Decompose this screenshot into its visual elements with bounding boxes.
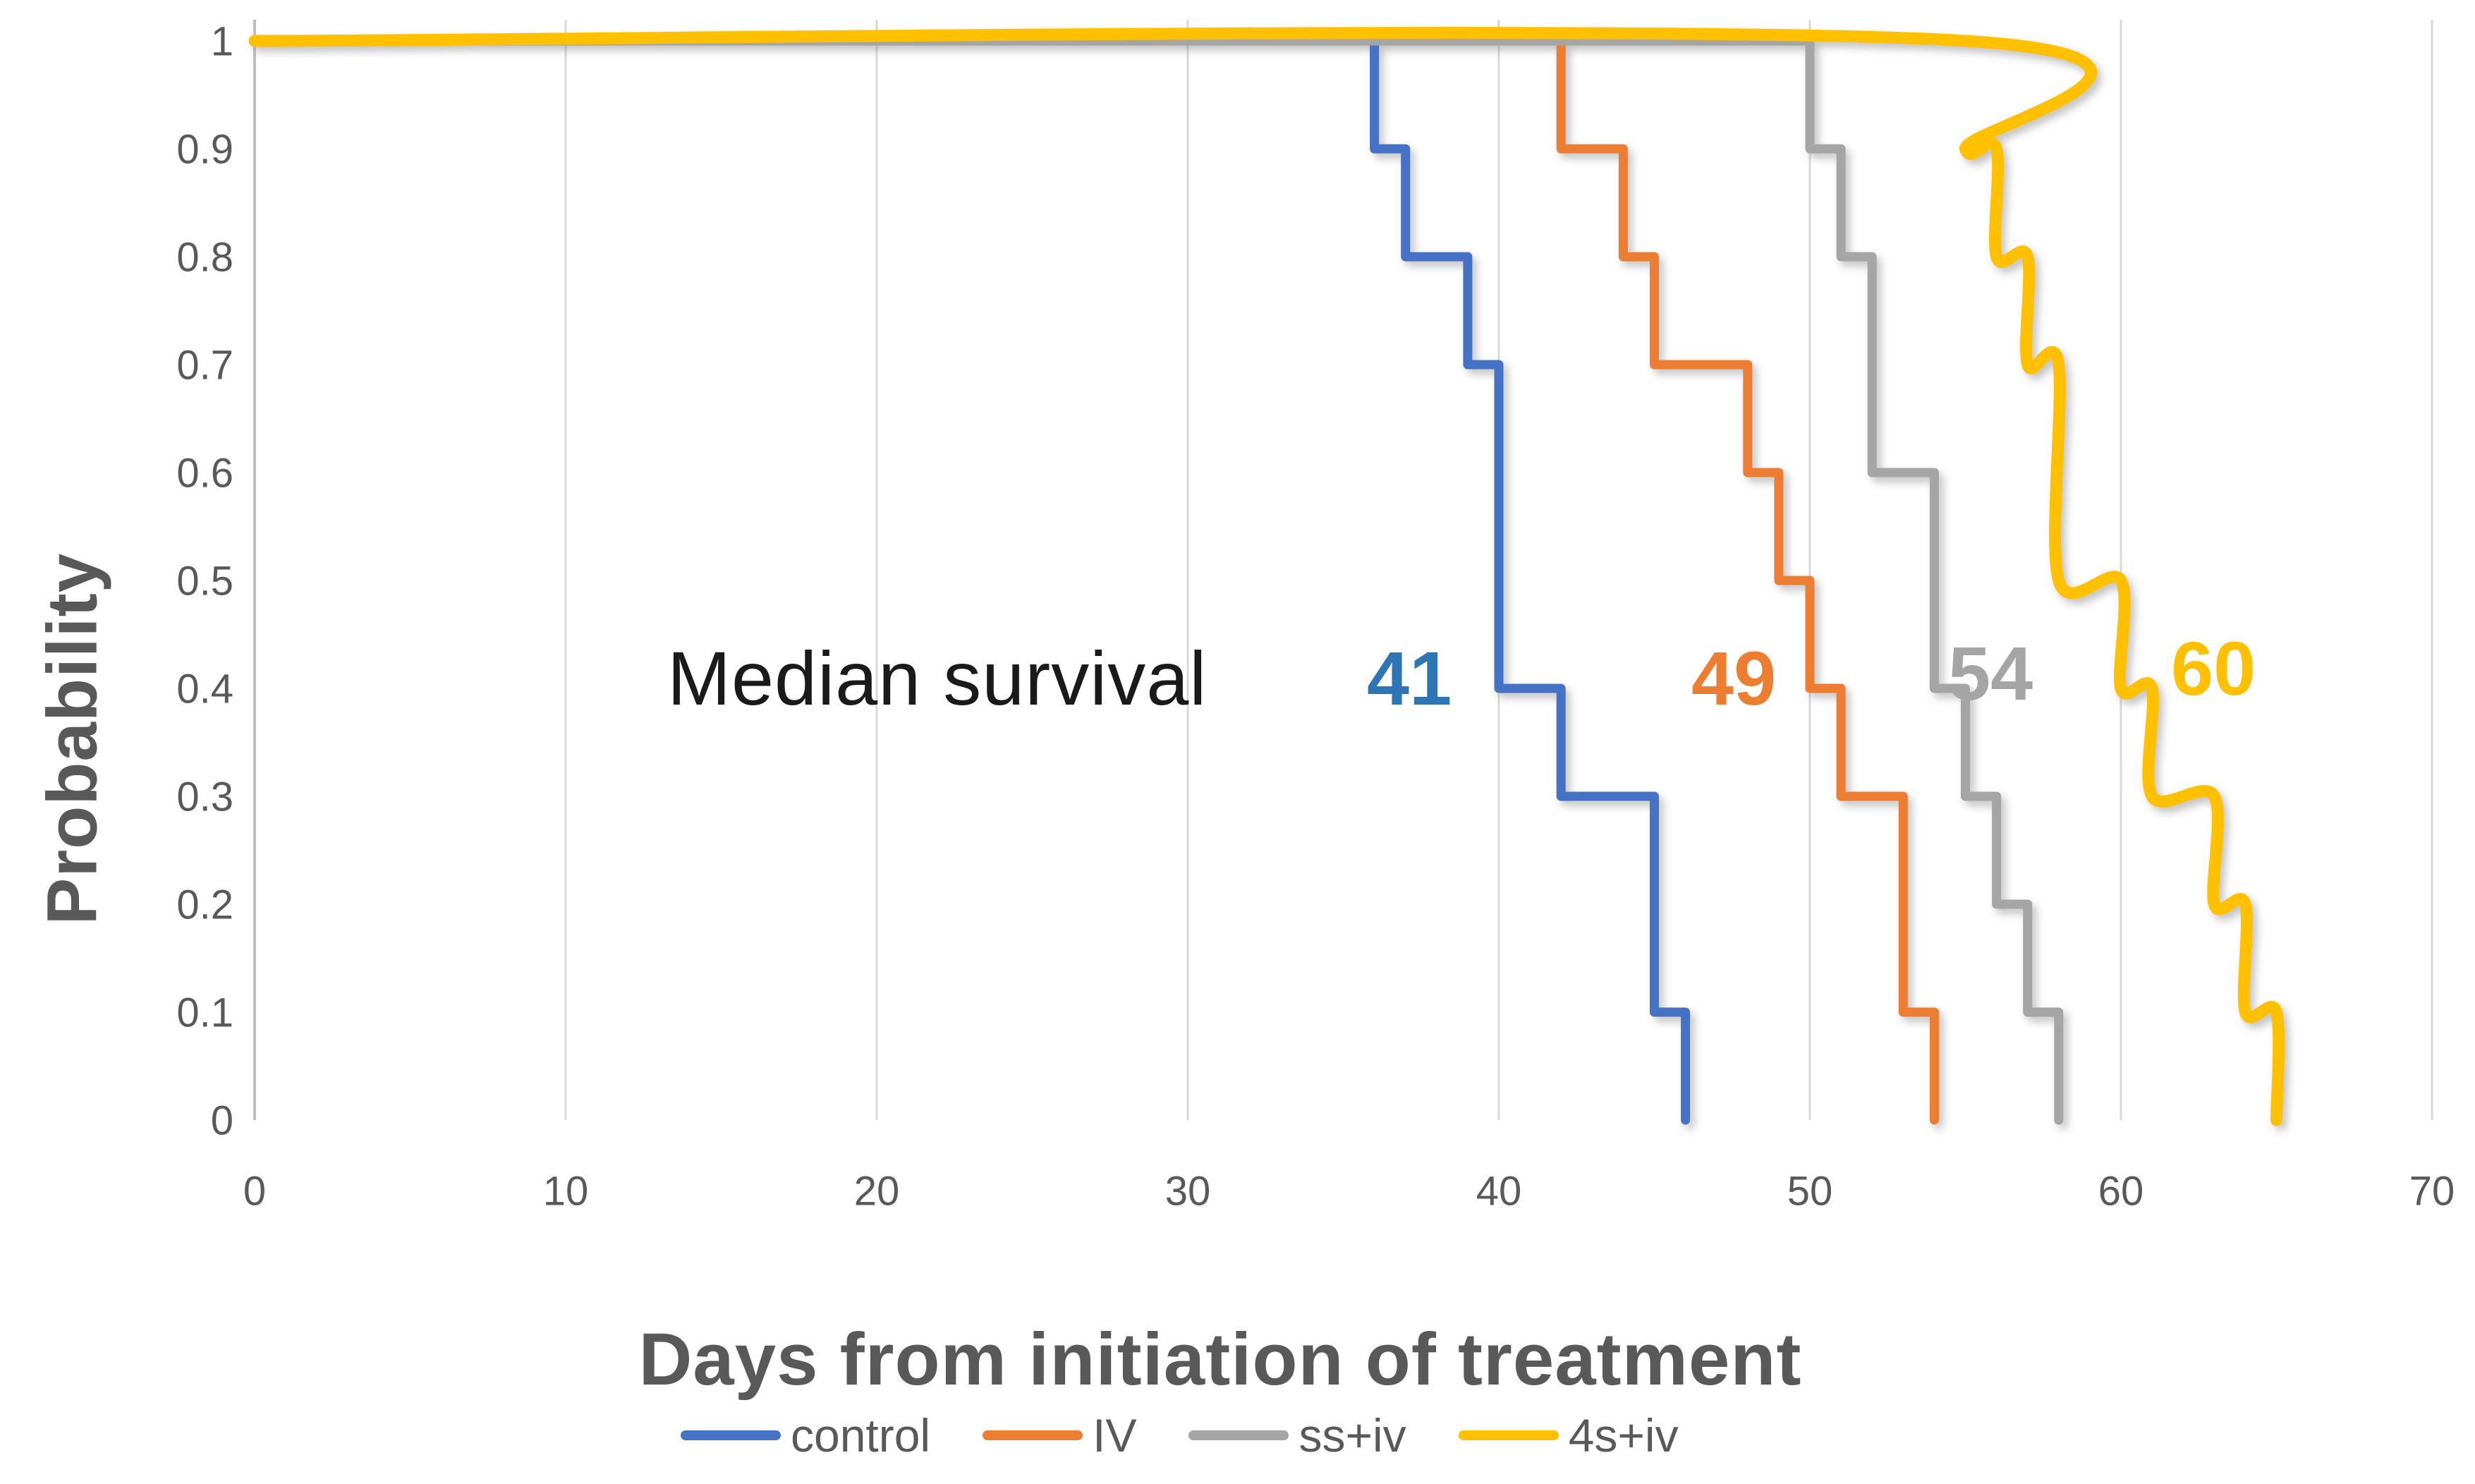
series-line-4s+iv [248, 27, 2285, 1126]
y-tick-label-0.2: 0.2 [176, 882, 233, 928]
series-line-ss+iv [250, 36, 2064, 1125]
series-curves [248, 27, 2285, 1126]
legend: control IV ss+iv 4s+iv [681, 1412, 1679, 1459]
series-line-IV [250, 36, 1939, 1125]
x-tick-label-10: 10 [543, 1168, 589, 1214]
legend-swatch-icon [681, 1430, 781, 1440]
y-tick-label-0.3: 0.3 [176, 774, 233, 820]
tick-labels: 0 10 20 30 40 50 60 70 1 0.9 0.8 0.7 0.6 0.5 0.4 0.3 0.2… [176, 18, 2455, 1214]
y-tick-label-0: 0 [211, 1097, 233, 1143]
legend-item-control: control [681, 1412, 930, 1459]
y-tick-label-0.6: 0.6 [176, 450, 233, 496]
legend-label: IV [1093, 1409, 1137, 1461]
legend-label: ss+iv [1299, 1409, 1406, 1461]
median-survival-label: Median survival [667, 635, 1208, 721]
legend-label: control [791, 1409, 931, 1461]
y-axis-title: Probability [32, 552, 112, 925]
x-tick-label-50: 50 [1787, 1168, 1833, 1214]
x-tick-label-30: 30 [1165, 1168, 1211, 1214]
legend-swatch-icon [1188, 1430, 1289, 1440]
x-tick-label-60: 60 [2098, 1168, 2144, 1214]
x-tick-label-20: 20 [854, 1168, 900, 1214]
median-value-annotation: 49 [1691, 635, 1777, 721]
median-value-annotation: 41 [1367, 635, 1452, 721]
median-value-annotation: 60 [2171, 626, 2256, 711]
legend-item-IV: IV [983, 1412, 1136, 1459]
median-value-annotation: 54 [1948, 631, 2033, 716]
legend-item-4s+iv: 4s+iv [1458, 1409, 1679, 1461]
x-tick-label-40: 40 [1476, 1168, 1522, 1214]
x-tick-label-0: 0 [243, 1168, 266, 1214]
y-tick-label-0.7: 0.7 [176, 342, 233, 388]
gridlines [564, 20, 2433, 1120]
x-axis-title: Days from initiation of treatment [638, 1318, 1802, 1401]
y-tick-label-0.4: 0.4 [176, 666, 233, 712]
legend-label: 4s+iv [1568, 1409, 1679, 1461]
y-tick-label-0.1: 0.1 [176, 990, 233, 1035]
legend-swatch-icon [1458, 1430, 1559, 1440]
legend-item-ss+iv: ss+iv [1188, 1412, 1406, 1459]
legend-swatch-icon [983, 1430, 1083, 1440]
series-line-control [250, 36, 1691, 1125]
y-tick-label-0.9: 0.9 [176, 126, 233, 172]
y-tick-label-0.8: 0.8 [176, 234, 233, 280]
y-tick-label-0.5: 0.5 [176, 558, 233, 604]
x-tick-label-70: 70 [2409, 1168, 2455, 1214]
y-tick-label-1: 1 [211, 18, 233, 64]
